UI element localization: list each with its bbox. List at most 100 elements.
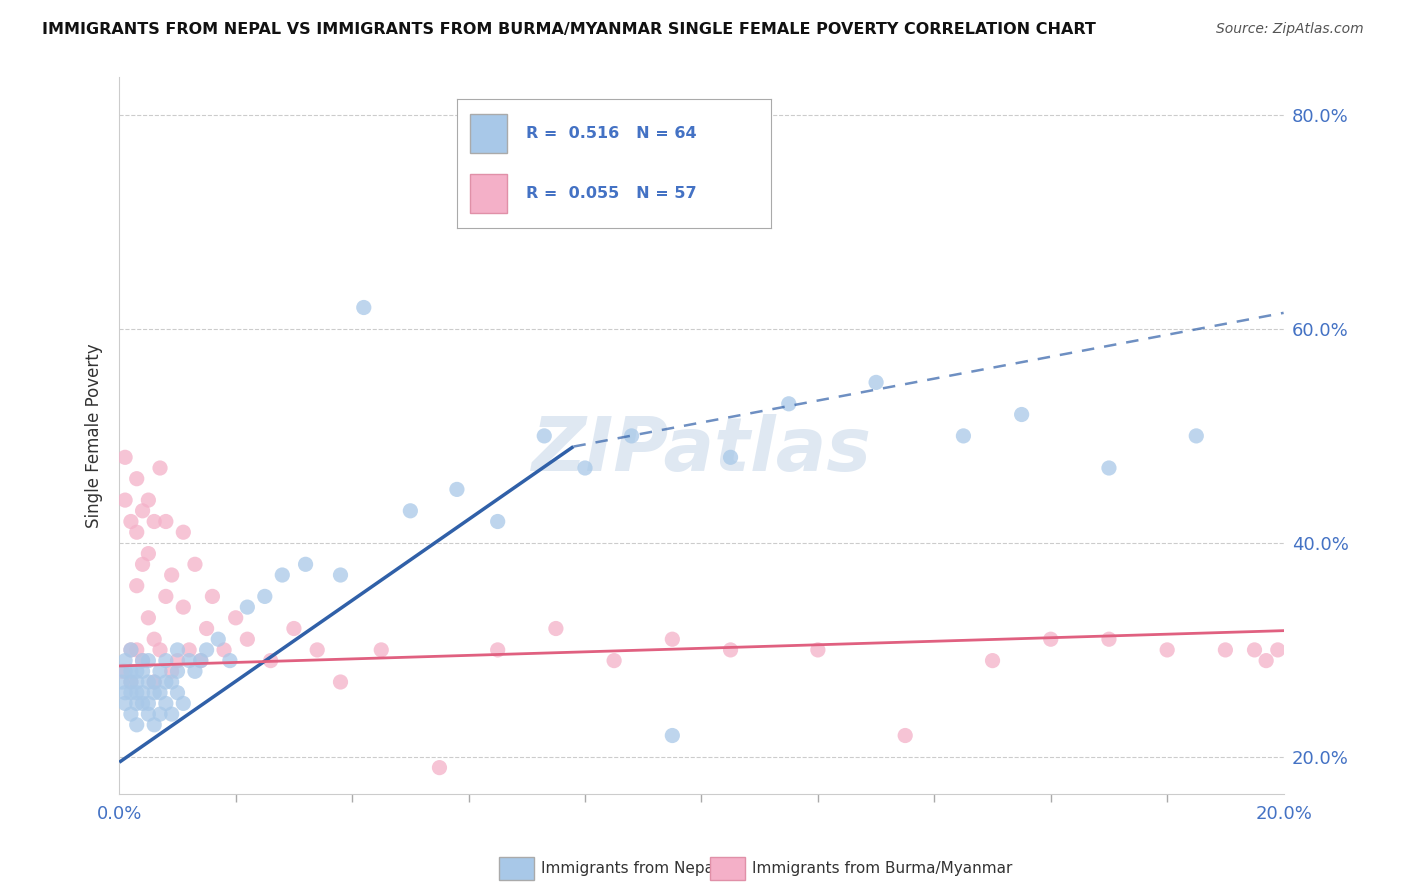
Point	[201, 590, 224, 604]
Point	[149, 665, 172, 679]
Point	[120, 515, 142, 529]
Point	[131, 504, 153, 518]
Point	[125, 665, 148, 679]
Point	[603, 654, 626, 668]
Point	[120, 665, 142, 679]
Point	[778, 397, 800, 411]
Point	[195, 643, 218, 657]
Point	[114, 493, 136, 508]
Point	[138, 675, 160, 690]
Point	[143, 515, 166, 529]
Point	[160, 707, 183, 722]
Point	[155, 590, 177, 604]
Text: IMMIGRANTS FROM NEPAL VS IMMIGRANTS FROM BURMA/MYANMAR SINGLE FEMALE POVERTY COR: IMMIGRANTS FROM NEPAL VS IMMIGRANTS FROM…	[42, 22, 1097, 37]
Point	[1185, 429, 1208, 443]
Point	[544, 622, 567, 636]
Point	[160, 665, 183, 679]
Point	[179, 643, 201, 657]
Point	[446, 483, 468, 497]
Point	[184, 558, 207, 572]
Point	[329, 568, 352, 582]
Point	[143, 686, 166, 700]
Point	[207, 632, 229, 647]
Point	[259, 654, 281, 668]
Point	[399, 504, 422, 518]
Point	[329, 675, 352, 690]
Point	[720, 450, 742, 465]
Point	[138, 611, 160, 625]
Point	[120, 675, 142, 690]
Point	[149, 643, 172, 657]
Point	[125, 686, 148, 700]
Point	[166, 643, 188, 657]
Point	[219, 654, 242, 668]
Point	[1256, 654, 1278, 668]
Point	[149, 707, 172, 722]
Point	[160, 568, 183, 582]
Point	[533, 429, 555, 443]
Point	[114, 697, 136, 711]
Point	[114, 450, 136, 465]
Point	[125, 697, 148, 711]
Point	[225, 611, 247, 625]
Point	[125, 675, 148, 690]
Point	[114, 686, 136, 700]
Point	[155, 697, 177, 711]
Point	[172, 525, 194, 540]
Y-axis label: Single Female Poverty: Single Female Poverty	[86, 343, 103, 528]
Point	[111, 665, 134, 679]
Point	[143, 632, 166, 647]
Point	[1267, 643, 1289, 657]
Point	[1215, 643, 1237, 657]
Point	[131, 654, 153, 668]
Point	[1243, 643, 1265, 657]
Point	[166, 686, 188, 700]
Point	[125, 718, 148, 732]
Text: Source: ZipAtlas.com: Source: ZipAtlas.com	[1216, 22, 1364, 37]
Point	[114, 654, 136, 668]
Point	[120, 643, 142, 657]
Point	[125, 472, 148, 486]
Point	[155, 515, 177, 529]
Text: Immigrants from Burma/Myanmar: Immigrants from Burma/Myanmar	[752, 862, 1012, 876]
Point	[138, 707, 160, 722]
Point	[981, 654, 1004, 668]
Point	[353, 301, 375, 315]
Point	[429, 761, 451, 775]
Point	[138, 493, 160, 508]
Point	[661, 632, 683, 647]
Point	[138, 697, 160, 711]
Point	[1098, 632, 1121, 647]
Point	[120, 643, 142, 657]
Point	[190, 654, 212, 668]
Point	[143, 675, 166, 690]
Point	[184, 665, 207, 679]
Point	[131, 665, 153, 679]
Point	[131, 686, 153, 700]
Point	[120, 675, 142, 690]
Point	[166, 665, 188, 679]
Point	[114, 665, 136, 679]
Point	[236, 600, 259, 615]
Point	[160, 675, 183, 690]
Point	[143, 718, 166, 732]
Point	[120, 707, 142, 722]
Text: ZIPatlas: ZIPatlas	[531, 414, 872, 487]
Point	[661, 729, 683, 743]
Point	[486, 643, 509, 657]
Text: Immigrants from Nepal: Immigrants from Nepal	[541, 862, 718, 876]
Point	[195, 622, 218, 636]
Point	[149, 686, 172, 700]
Point	[155, 675, 177, 690]
Point	[143, 675, 166, 690]
Point	[166, 654, 188, 668]
Point	[307, 643, 329, 657]
Point	[172, 600, 194, 615]
Point	[179, 654, 201, 668]
Point	[952, 429, 974, 443]
Point	[149, 461, 172, 475]
Point	[294, 558, 316, 572]
Point	[131, 558, 153, 572]
Point	[486, 515, 509, 529]
Point	[138, 654, 160, 668]
